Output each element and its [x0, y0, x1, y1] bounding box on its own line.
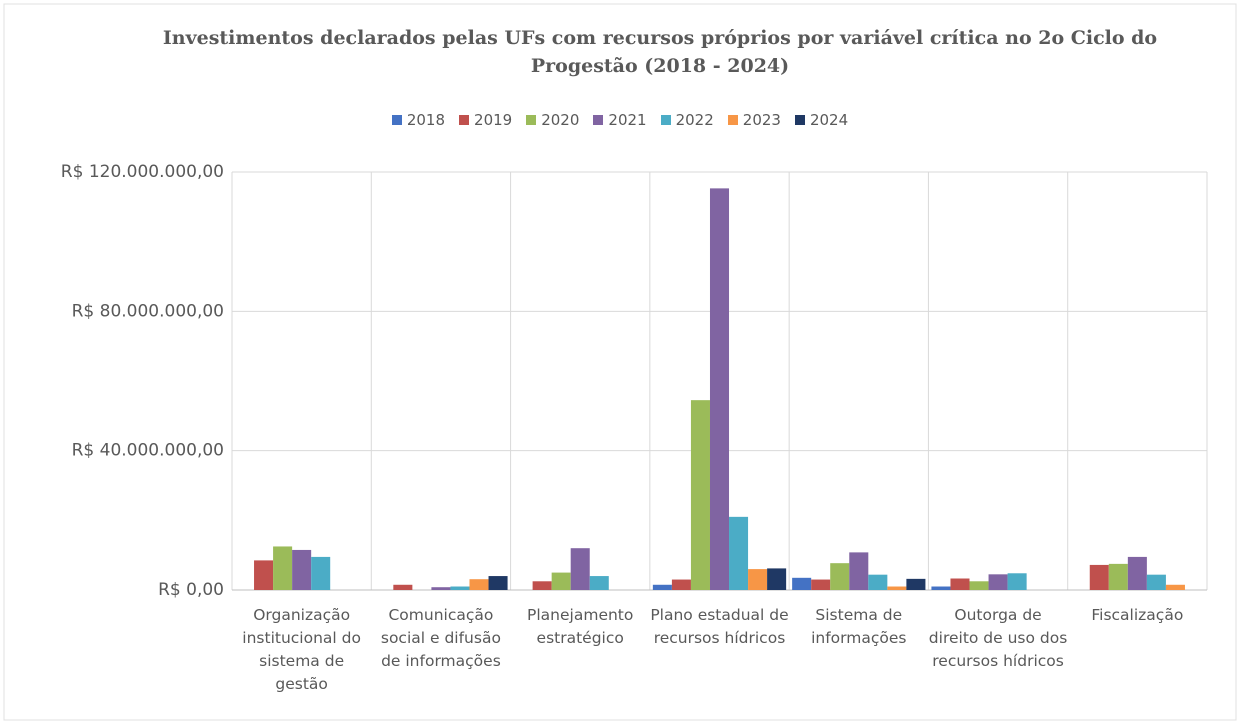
legend-label: 2024	[809, 111, 849, 129]
y-tick-label: R$ 80.000.000,00	[72, 301, 224, 321]
x-tick-label: Plano estadual de recursos hídricos	[650, 606, 789, 647]
legend-item: 2022	[660, 111, 714, 129]
legend-label: 2018	[406, 111, 446, 129]
bar	[748, 569, 768, 590]
bar	[488, 576, 508, 590]
bar	[292, 549, 312, 590]
legend-label: 2020	[541, 111, 580, 129]
bar	[690, 400, 710, 590]
x-tick-label: Outorga de direito de uso dos recursos h…	[928, 606, 1068, 670]
bar	[254, 560, 274, 590]
chart-border	[3, 3, 1237, 721]
legend-label: 2022	[675, 111, 714, 129]
bar	[792, 577, 812, 590]
bar	[868, 574, 888, 590]
bar	[551, 572, 571, 590]
bar	[969, 581, 989, 590]
x-tick-label: Planejamento estratégico	[527, 606, 634, 647]
legend-swatch	[526, 115, 537, 125]
y-tick-label: R$ 0,00	[158, 580, 224, 600]
x-tick-label: Fiscalização	[1091, 606, 1184, 624]
bar	[589, 576, 609, 590]
bar	[311, 556, 331, 590]
bar	[1127, 556, 1147, 590]
legend-item: 2019	[459, 111, 512, 129]
bar	[1108, 563, 1128, 590]
bar	[988, 574, 1008, 590]
bar	[532, 581, 552, 590]
bar	[950, 578, 970, 590]
legend-swatch	[391, 115, 402, 125]
bar	[1007, 573, 1027, 590]
bar	[393, 584, 413, 590]
bar	[652, 584, 672, 590]
bar	[849, 552, 869, 590]
bar	[469, 579, 489, 590]
legend-label: 2021	[608, 111, 647, 129]
bar	[1146, 574, 1166, 590]
legend-swatch	[459, 115, 470, 125]
y-tick-label: R$ 120.000.000,00	[61, 162, 224, 182]
bar	[273, 546, 293, 590]
legend-item: 2018	[391, 111, 446, 129]
legend-item: 2023	[727, 111, 781, 129]
bar	[709, 188, 730, 590]
bar	[1165, 584, 1185, 590]
legend-item: 2024	[794, 111, 849, 129]
legend-label: 2019	[474, 111, 513, 129]
legend-label: 2023	[742, 111, 781, 129]
legend-item: 2021	[593, 111, 647, 129]
legend-swatch	[794, 115, 805, 125]
bar	[931, 586, 951, 590]
bar	[450, 586, 470, 590]
x-tick-label: Organização institucional do sistema de …	[242, 606, 361, 693]
bar	[570, 548, 590, 590]
chart-title: Investimentos declarados pelas UFs com r…	[162, 27, 1158, 77]
bar	[906, 578, 926, 590]
x-tick-label: Comunicação social e difusão de informaç…	[380, 606, 501, 670]
bar	[830, 563, 850, 590]
bar	[767, 568, 787, 590]
x-tick-label: Sistema de informações	[811, 606, 907, 647]
legend-swatch	[593, 115, 604, 125]
bar	[1089, 564, 1109, 590]
legend-item: 2020	[526, 111, 579, 129]
bar	[431, 587, 451, 590]
y-tick-label: R$ 40.000.000,00	[72, 441, 224, 461]
bar	[887, 586, 907, 590]
bar	[729, 516, 749, 590]
legend-swatch	[660, 115, 671, 125]
legend-swatch	[727, 115, 738, 125]
legend: 2018 2019 2020 2021 2022 2023 2024	[0, 111, 1240, 129]
bar	[671, 579, 691, 590]
bar	[811, 579, 831, 590]
